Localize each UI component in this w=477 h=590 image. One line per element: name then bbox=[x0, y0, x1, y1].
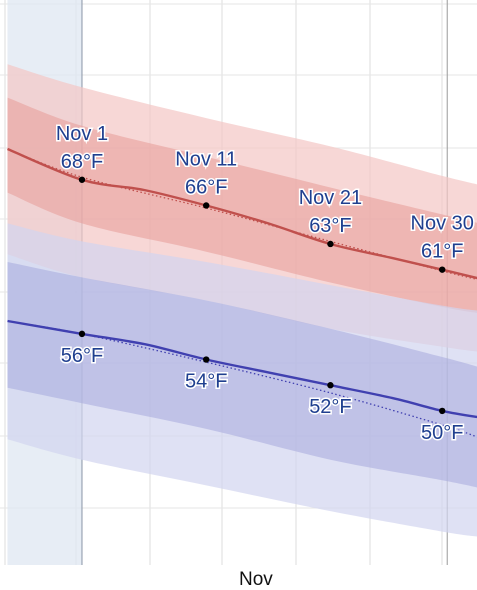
high-date-label: Nov 21 bbox=[299, 187, 362, 209]
high-value-label: 66°F bbox=[185, 176, 227, 198]
temperature-lines bbox=[7, 147, 477, 438]
low-point bbox=[327, 382, 334, 389]
high-date-label: Nov 30 bbox=[411, 213, 474, 235]
low-value-label: 52°F bbox=[309, 396, 351, 418]
high-point bbox=[327, 240, 334, 248]
low-value-label: 50°F bbox=[421, 422, 463, 444]
low-value-label: 56°F bbox=[61, 345, 103, 367]
annotated-points bbox=[78, 176, 446, 415]
low-point bbox=[203, 356, 210, 363]
high-inner-band bbox=[7, 97, 477, 313]
high-date-label: Nov 11 bbox=[175, 148, 237, 170]
high-point bbox=[439, 266, 446, 273]
point-labels: Nov 1 68°F Nov 11 66°F Nov 21 63°F Nov 30 61°F 5… bbox=[54, 121, 475, 445]
low-point bbox=[78, 330, 86, 338]
x-axis: Nov bbox=[239, 569, 273, 590]
high-series-line bbox=[7, 147, 477, 280]
low-normal-line bbox=[7, 320, 477, 438]
low-inner-band bbox=[7, 262, 477, 488]
low-value-label: 54°F bbox=[185, 371, 227, 393]
low-series-line bbox=[7, 319, 477, 419]
temperature-bands bbox=[7, 64, 477, 537]
high-value-label: 68°F bbox=[61, 151, 103, 173]
high-value-label: 61°F bbox=[421, 241, 463, 263]
high-point bbox=[78, 176, 86, 183]
high-point bbox=[203, 202, 210, 209]
high-date-label: Nov 1 bbox=[56, 123, 108, 145]
low-point bbox=[439, 407, 446, 415]
high-value-label: 63°F bbox=[309, 215, 351, 237]
x-tick-label: Nov bbox=[239, 569, 273, 590]
